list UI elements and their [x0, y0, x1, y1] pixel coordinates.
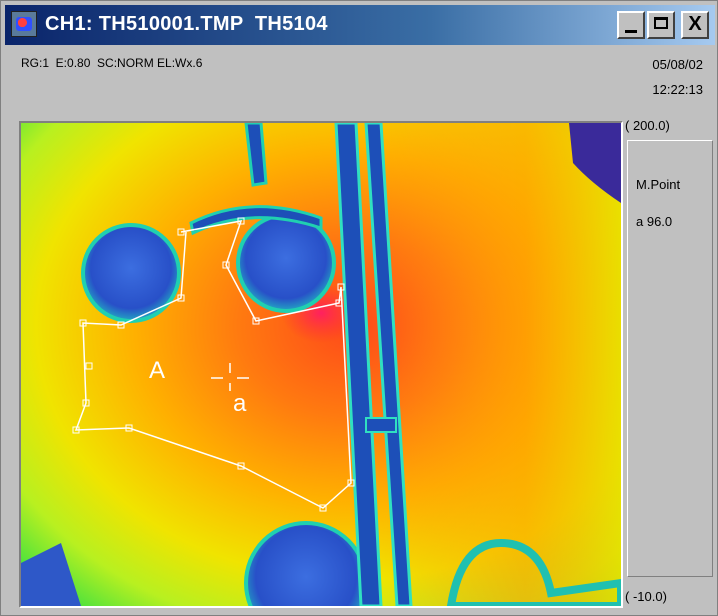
point-reading: a 96.0 — [636, 214, 673, 229]
close-button[interactable]: X — [681, 11, 709, 39]
cold-object-center — [236, 213, 336, 313]
roi-vertex[interactable] — [125, 424, 133, 432]
roi-vertex[interactable] — [347, 479, 355, 487]
thermal-image-canvas[interactable]: A a — [21, 123, 621, 606]
panel-title: M.Point — [636, 177, 681, 192]
roi-vertex[interactable] — [82, 399, 90, 407]
roi-vertex[interactable] — [177, 294, 185, 302]
cable-loop-bottom-right — [446, 538, 621, 606]
roi-vertices[interactable] — [72, 217, 355, 512]
capture-date: 05/08/02 — [652, 57, 703, 72]
roi-vertex[interactable] — [222, 261, 230, 269]
roi-vertex[interactable] — [117, 321, 125, 329]
roi-vertex[interactable] — [72, 426, 80, 434]
cable-upper — [189, 205, 323, 236]
roi-vertex[interactable] — [237, 462, 245, 470]
point-label-a: a — [233, 390, 247, 417]
cold-corner-bottom-left — [21, 543, 81, 606]
cold-corner-top-right — [569, 123, 621, 203]
capture-time: 12:22:13 — [652, 82, 703, 97]
minimize-button[interactable] — [617, 11, 645, 39]
measurement-status: RG:1 E:0.80 SC:NORM EL:Wx.6 — [21, 56, 203, 70]
pipe-vertical-left — [334, 123, 383, 606]
roi-vertex[interactable] — [319, 504, 327, 512]
roi-vertex[interactable] — [335, 299, 343, 307]
pipe-vertical-right — [364, 123, 413, 606]
close-icon: X — [688, 13, 702, 35]
roi-vertex[interactable] — [252, 317, 260, 325]
window-title: CH1: TH510001.TMP TH5104 — [45, 13, 328, 35]
maximize-button[interactable] — [647, 11, 675, 39]
app-icon[interactable] — [11, 11, 37, 37]
roi-vertex[interactable] — [177, 228, 185, 236]
maximize-icon — [654, 17, 668, 29]
thermal-image[interactable]: A a — [19, 121, 623, 608]
cold-object-left — [81, 223, 181, 323]
cable-top — [244, 123, 268, 187]
title-bar[interactable]: CH1: TH510001.TMP TH5104 X — [5, 5, 715, 45]
pipe-clamp — [365, 417, 397, 433]
roi-vertex[interactable] — [85, 362, 93, 370]
scale-min: ( -10.0) — [625, 589, 667, 604]
roi-vertex[interactable] — [237, 217, 245, 225]
measurement-panel: M.Point a 96.0 — [627, 140, 713, 577]
minimize-icon — [625, 30, 637, 33]
roi-vertex[interactable] — [79, 319, 87, 327]
roi-polygon-a[interactable] — [74, 220, 352, 509]
roi-vertex[interactable] — [337, 283, 345, 291]
scale-max: ( 200.0) — [625, 118, 670, 133]
roi-overlay[interactable] — [74, 220, 352, 509]
measure-point-crosshair[interactable] — [211, 363, 249, 391]
heat-right-gradient — [381, 123, 621, 606]
roi-label-a: A — [149, 357, 165, 384]
